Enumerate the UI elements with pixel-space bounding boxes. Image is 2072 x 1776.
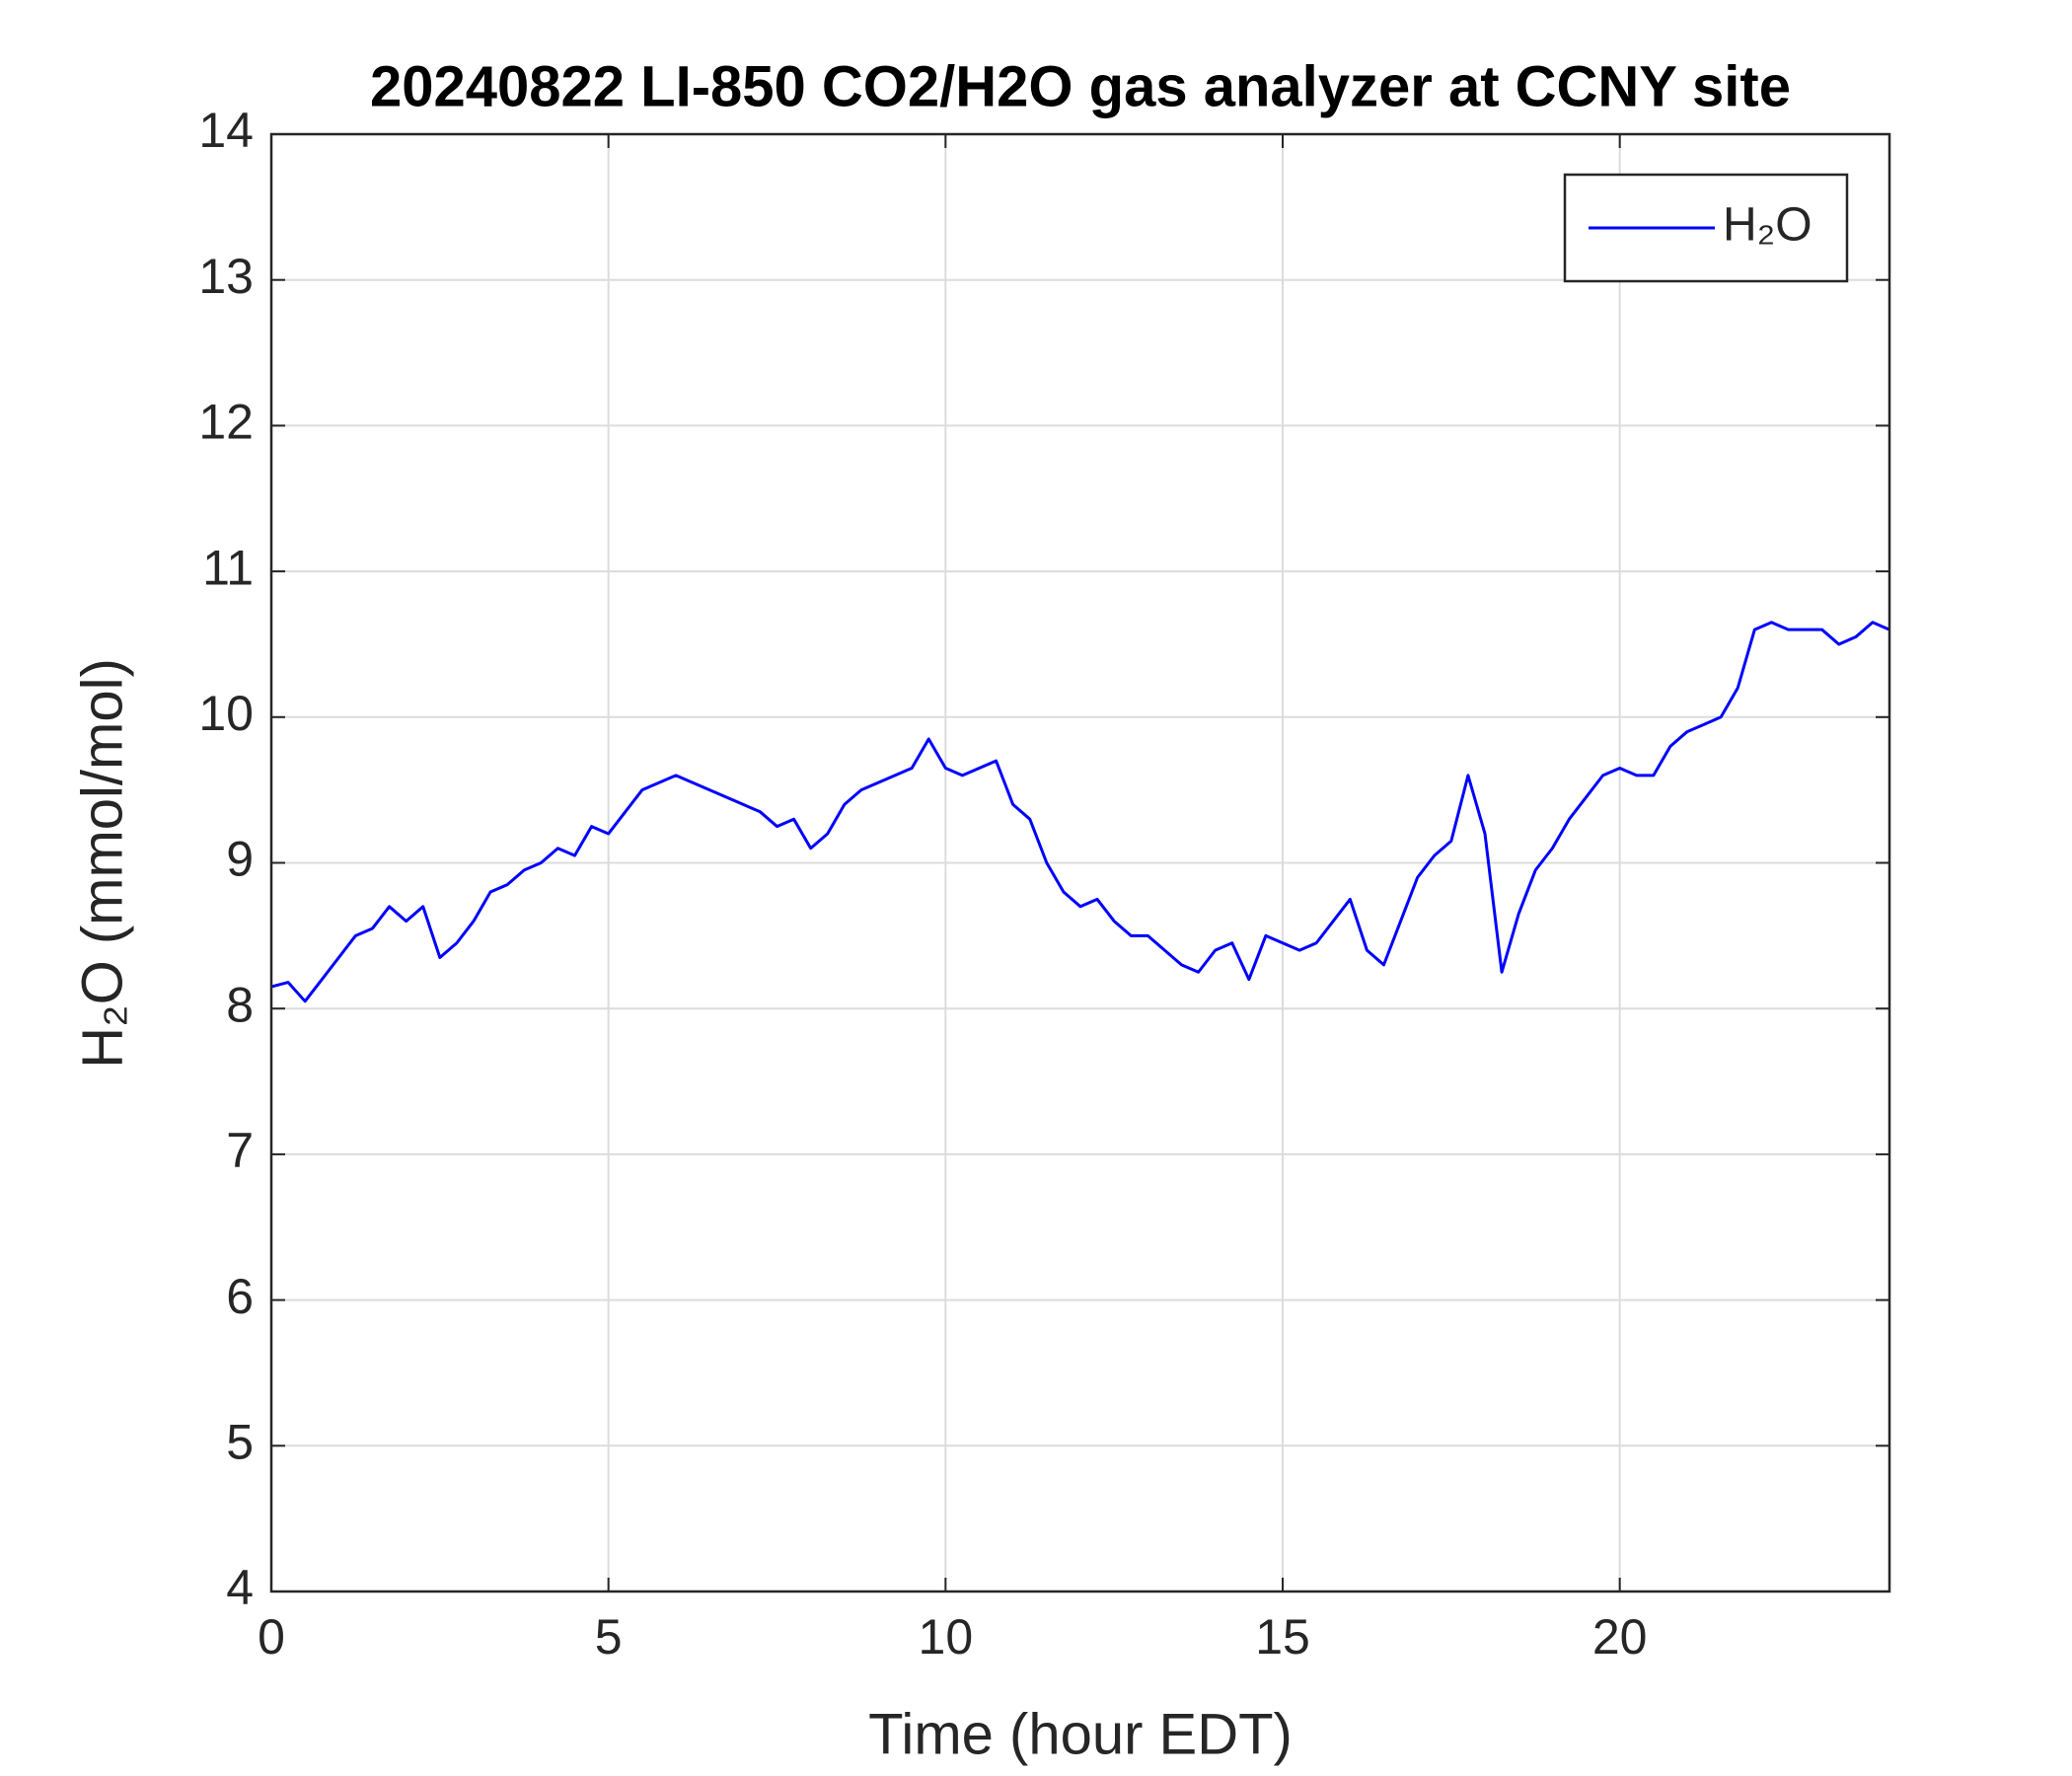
- x-tick-label: 20: [1592, 1609, 1648, 1665]
- y-tick-label: 6: [226, 1269, 254, 1324]
- y-tick-label: 8: [226, 977, 254, 1032]
- y-tick-label: 9: [226, 832, 254, 887]
- y-tick-label: 4: [226, 1560, 254, 1615]
- chart-title: 20240822 LI-850 CO2/H2O gas analyzer at …: [370, 54, 1791, 118]
- y-tick-label: 13: [198, 249, 254, 304]
- y-tick-label: 11: [202, 540, 254, 595]
- x-tick-label: 10: [919, 1609, 974, 1665]
- x-tick-label: 15: [1255, 1609, 1310, 1665]
- y-tick-label: 12: [198, 395, 254, 450]
- x-axis-label: Time (hour EDT): [868, 1702, 1293, 1766]
- legend-label: H₂O: [1723, 199, 1813, 252]
- y-axis-label: H₂O (mmol/mol): [70, 658, 134, 1069]
- x-tick-label: 0: [258, 1609, 285, 1665]
- y-tick-label: 14: [198, 103, 254, 158]
- y-tick-label: 7: [226, 1123, 254, 1178]
- y-tick-label: 5: [226, 1415, 254, 1470]
- data-line: [270, 621, 1890, 1003]
- y-tick-label: 10: [198, 686, 254, 741]
- plot-frame: [269, 132, 1891, 1593]
- x-tick-label: 5: [595, 1609, 623, 1665]
